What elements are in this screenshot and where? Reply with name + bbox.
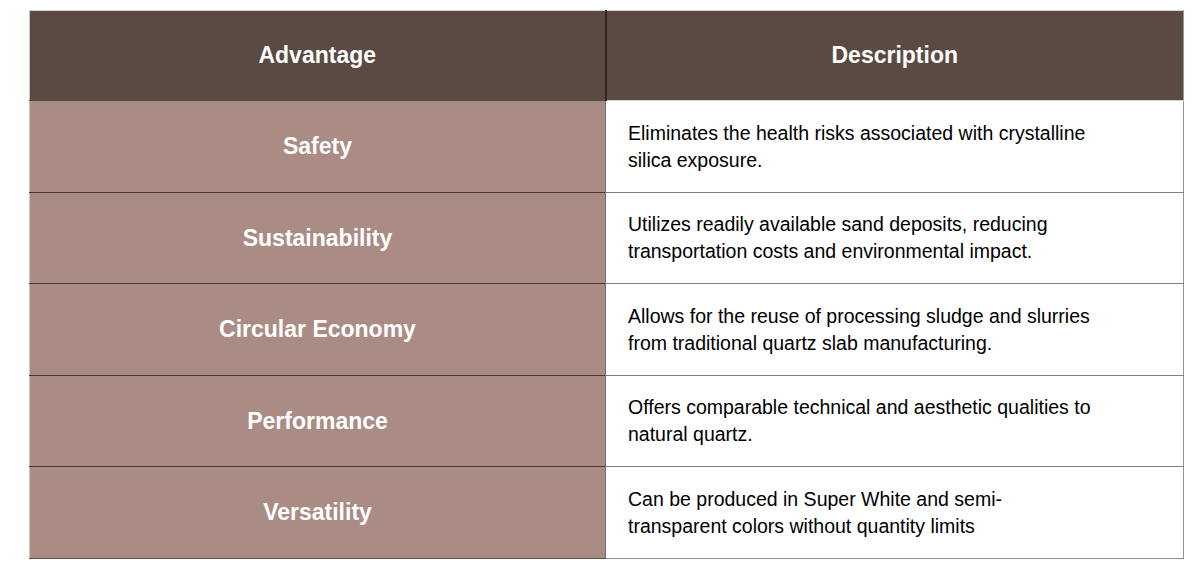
description-cell: Can be produced in Super White and semi-… bbox=[606, 467, 1184, 559]
column-header-advantage: Advantage bbox=[30, 11, 606, 101]
description-cell: Allows for the reuse of processing sludg… bbox=[606, 284, 1184, 376]
table-row: Versatility Can be produced in Super Whi… bbox=[30, 467, 1184, 559]
description-cell: Utilizes readily available sand deposits… bbox=[606, 193, 1184, 284]
slide-canvas: Advantage Description Safety Eliminates … bbox=[0, 0, 1200, 576]
description-cell: Offers comparable technical and aestheti… bbox=[606, 376, 1184, 467]
table-row: Circular Economy Allows for the reuse of… bbox=[30, 284, 1184, 376]
table-row: Performance Offers comparable technical … bbox=[30, 376, 1184, 467]
advantage-cell: Safety bbox=[30, 101, 606, 193]
advantage-cell: Versatility bbox=[30, 467, 606, 559]
description-text: Utilizes readily available sand deposits… bbox=[628, 211, 1098, 265]
advantage-cell: Sustainability bbox=[30, 193, 606, 284]
table-header-row: Advantage Description bbox=[30, 11, 1184, 101]
table-row: Sustainability Utilizes readily availabl… bbox=[30, 193, 1184, 284]
advantages-table-container: Advantage Description Safety Eliminates … bbox=[29, 10, 1184, 559]
table-row: Safety Eliminates the health risks assoc… bbox=[30, 101, 1184, 193]
advantage-cell: Performance bbox=[30, 376, 606, 467]
description-text: Can be produced in Super White and semi-… bbox=[628, 486, 1098, 540]
description-text: Allows for the reuse of processing sludg… bbox=[628, 303, 1098, 357]
description-text: Eliminates the health risks associated w… bbox=[628, 120, 1098, 174]
description-cell: Eliminates the health risks associated w… bbox=[606, 101, 1184, 193]
column-header-description: Description bbox=[606, 11, 1184, 101]
description-text: Offers comparable technical and aestheti… bbox=[628, 394, 1098, 448]
advantages-table: Advantage Description Safety Eliminates … bbox=[29, 10, 1184, 559]
advantage-cell: Circular Economy bbox=[30, 284, 606, 376]
